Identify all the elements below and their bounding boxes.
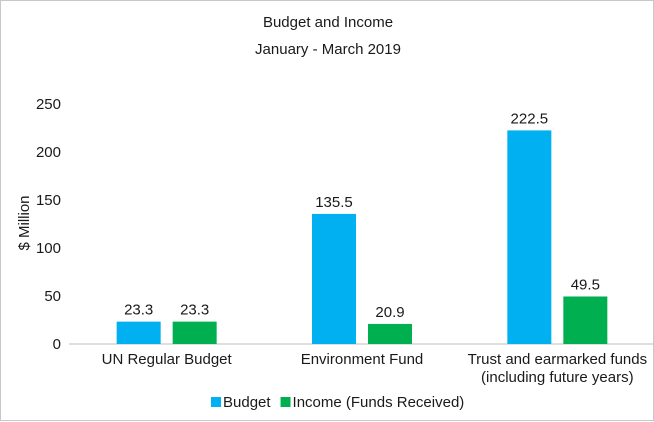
bars-group — [116, 130, 608, 344]
y-axis-label: $ Million — [16, 195, 33, 250]
bar — [116, 321, 161, 344]
bar — [507, 130, 552, 344]
legend-label: Income (Funds Received) — [293, 394, 465, 411]
data-label: 23.3 — [124, 302, 153, 319]
legend-swatch — [211, 397, 221, 407]
data-label: 49.5 — [571, 276, 600, 293]
y-tick-label: 100 — [36, 240, 61, 257]
category-label: UN Regular Budget — [102, 351, 233, 368]
chart-title: Budget and Income — [263, 14, 393, 31]
y-tick-label: 200 — [36, 144, 61, 161]
category-label: Environment Fund — [301, 351, 424, 368]
y-tick-label: 0 — [53, 336, 61, 353]
chart-subtitle: January - March 2019 — [255, 41, 401, 58]
data-label: 222.5 — [511, 110, 549, 127]
bar — [368, 323, 412, 344]
bar — [312, 213, 356, 344]
data-labels-group: 23.3 23.3 135.5 20.9 222.5 49.5 — [124, 110, 600, 321]
category-label: Trust and earmarked funds — [468, 351, 648, 368]
legend: Budget Income (Funds Received) — [211, 394, 464, 411]
y-axis-ticks: 0 50 100 150 200 250 — [36, 96, 61, 353]
y-tick-label: 250 — [36, 96, 61, 113]
y-tick-label: 50 — [44, 288, 61, 305]
category-label: (including future years) — [481, 369, 634, 386]
y-tick-label: 150 — [36, 192, 61, 209]
legend-swatch — [280, 397, 291, 407]
bar — [563, 296, 608, 344]
data-label: 20.9 — [375, 304, 404, 321]
legend-label: Budget — [223, 394, 271, 411]
data-label: 23.3 — [180, 302, 209, 319]
category-labels-group: UN Regular Budget Environment Fund Trust a… — [102, 351, 647, 386]
data-label: 135.5 — [315, 194, 353, 211]
bar — [172, 321, 217, 344]
